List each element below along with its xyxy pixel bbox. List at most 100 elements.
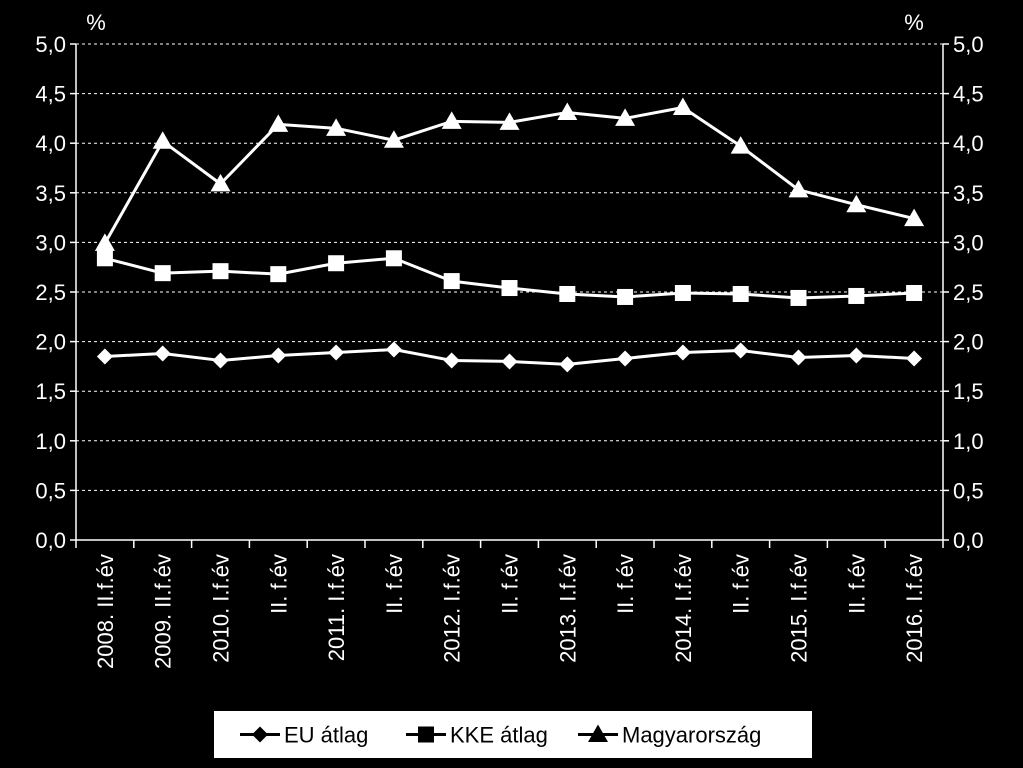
data-point: [501, 280, 518, 297]
legend-marker: [418, 726, 434, 743]
data-point: [906, 284, 923, 301]
data-point: [674, 344, 691, 361]
data-point: [154, 265, 171, 282]
y-tick-label-left: 0,5: [35, 478, 66, 503]
data-point: [210, 173, 231, 192]
x-tick-label: 2008. II.f.év: [93, 554, 118, 669]
data-point: [270, 266, 287, 283]
data-point: [615, 108, 636, 126]
y-axis-right-unit: %: [904, 10, 924, 35]
y-tick-label-right: 2,0: [953, 330, 984, 355]
data-point: [732, 285, 749, 302]
x-tick-label: 2011. I.f.év: [324, 554, 349, 661]
data-point: [328, 255, 345, 272]
data-point: [559, 356, 576, 373]
y-tick-label-left: 3,5: [35, 181, 66, 206]
x-tick-label: 2015. I.f.év: [787, 554, 812, 663]
data-point: [385, 341, 402, 358]
legend-box: [214, 711, 812, 758]
data-point: [559, 285, 576, 302]
y-axis-right-ticks: 0,0 0,5 1,0 1,5 2,0 2,5 3,0 3,5 4,0 4,5 5,0: [953, 32, 984, 553]
series-triangle: [94, 97, 925, 251]
y-tick-label-right: 3,0: [953, 230, 984, 255]
data-point: [96, 348, 113, 365]
x-tick-label: 2013. I.f.év: [555, 554, 580, 663]
data-point: [443, 273, 460, 290]
x-tick-label: 2010. I.f.év: [209, 554, 234, 663]
y-tick-label-right: 3,5: [953, 181, 984, 206]
data-point: [152, 131, 173, 149]
x-tick-label: II. f.év: [613, 554, 638, 614]
data-point: [154, 345, 171, 362]
legend-marker: [588, 724, 608, 742]
data-point: [268, 114, 289, 132]
x-tick-label: 2012. I.f.év: [440, 554, 465, 663]
legend: EU átlag KKE átlag Magyarország: [214, 711, 812, 758]
series-square: [96, 250, 923, 306]
y-tick-label-right: 5,0: [953, 32, 984, 57]
data-point: [790, 289, 807, 306]
x-tick-label: II. f.év: [498, 554, 523, 614]
data-point: [846, 194, 867, 213]
y-tick-label-right: 4,0: [953, 131, 984, 156]
x-tick-label: II. f.év: [266, 554, 291, 614]
x-axis-ticks: 2008. II.f.év 2009. II.f.év 2010. I.f.év II…: [93, 554, 927, 669]
data-point: [212, 352, 229, 369]
legend-label: EU átlag: [284, 723, 368, 748]
legend-label: Magyarország: [622, 723, 761, 748]
x-tick-label: II. f.év: [844, 554, 869, 614]
data-point: [672, 97, 693, 115]
y-tick-label-left: 0,0: [35, 528, 66, 553]
data-point: [906, 350, 923, 367]
data-point: [385, 250, 402, 267]
y-tick-label-left: 3,0: [35, 230, 66, 255]
data-point: [674, 284, 691, 301]
data-point: [788, 179, 809, 198]
y-tick-label-left: 1,5: [35, 379, 66, 404]
y-tick-label-left: 2,5: [35, 280, 66, 305]
y-tick-label-left: 5,0: [35, 32, 66, 57]
data-point: [790, 349, 807, 366]
x-tick-label: 2014. I.f.év: [671, 554, 696, 663]
data-point: [326, 118, 347, 136]
data-point: [848, 287, 865, 304]
axes: [70, 43, 949, 548]
y-tick-label-right: 2,5: [953, 280, 984, 305]
data-point: [499, 112, 520, 130]
series-group: [94, 97, 925, 373]
data-point: [212, 263, 229, 280]
y-tick-label-left: 2,0: [35, 330, 66, 355]
data-point: [501, 353, 518, 370]
gridlines: [76, 43, 943, 491]
data-point: [383, 130, 404, 148]
data-point: [732, 342, 749, 359]
y-tick-label-left: 4,0: [35, 131, 66, 156]
y-tick-label-right: 0,0: [953, 528, 984, 553]
x-tick-label: 2016. I.f.év: [902, 554, 927, 663]
y-tick-label-right: 4,5: [953, 82, 984, 107]
y-tick-label-right: 1,5: [953, 379, 984, 404]
legend-label: KKE átlag: [450, 723, 548, 748]
series-diamond: [96, 341, 923, 373]
data-point: [270, 347, 287, 364]
x-tick-label: 2009. II.f.év: [151, 554, 176, 669]
y-axis-left-unit: %: [86, 10, 106, 35]
y-axis-left-ticks: 0,0 0,5 1,0 1,5 2,0 2,5 3,0 3,5 4,0 4,5 5,0: [35, 32, 66, 553]
data-point: [617, 350, 634, 367]
x-tick-label: II. f.év: [729, 554, 754, 614]
legend-marker: [252, 726, 268, 743]
data-point: [557, 102, 578, 120]
y-tick-label-right: 1,0: [953, 429, 984, 454]
data-point: [441, 111, 462, 129]
x-tick-label: II. f.év: [382, 554, 407, 614]
y-tick-label-left: 4,5: [35, 82, 66, 107]
data-point: [904, 208, 925, 227]
data-point: [96, 250, 113, 267]
data-point: [617, 288, 634, 305]
y-tick-label-left: 1,0: [35, 429, 66, 454]
y-tick-label-right: 0,5: [953, 478, 984, 503]
data-point: [848, 347, 865, 364]
data-point: [328, 344, 345, 361]
data-point: [443, 352, 460, 369]
